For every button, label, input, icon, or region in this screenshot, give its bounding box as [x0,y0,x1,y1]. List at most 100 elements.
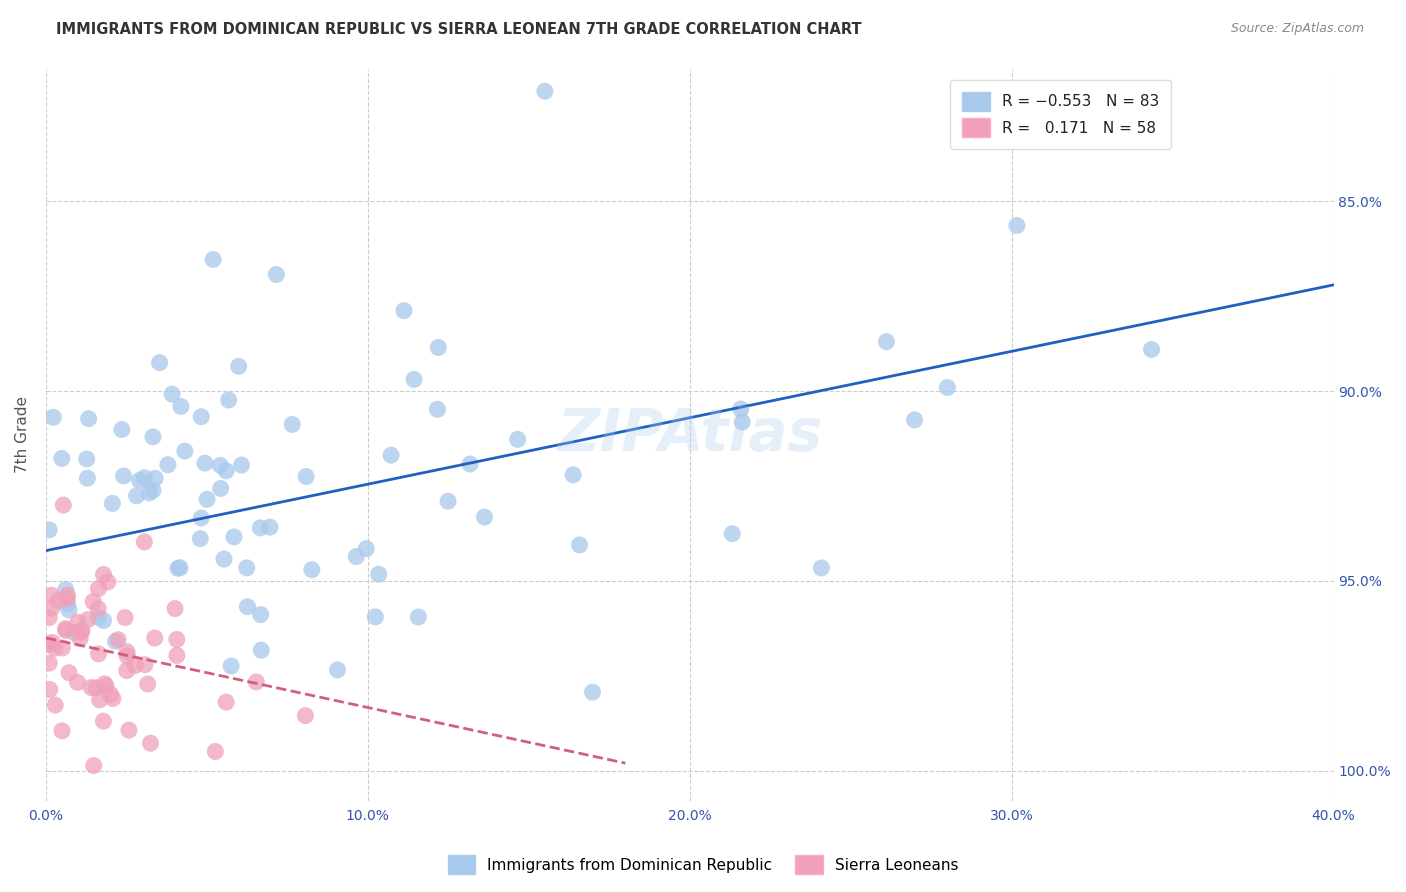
Point [41,635,63,649]
Point [170,400,193,414]
Point [408,610,430,624]
Point [356,541,378,556]
Point [56,588,79,602]
Point [134,657,156,672]
Point [174,444,197,458]
Point [402,372,425,386]
Point [51,640,73,655]
Point [38,610,60,624]
Point [124,658,146,673]
Point [188,532,211,546]
Point [87,610,110,624]
Point [134,535,156,549]
Point [58,603,80,617]
Point [115,645,138,659]
Point [89,693,111,707]
Point [1005,219,1028,233]
Point [70,624,93,638]
Point [209,458,232,473]
Point [245,674,267,689]
Point [266,268,288,282]
Point [165,601,187,615]
Point [44,641,66,656]
Point [42,410,65,425]
Point [294,708,316,723]
Point [51,723,73,738]
Point [107,632,129,647]
Point [77,411,100,425]
Point [142,483,165,498]
Point [38,523,60,537]
Point [125,489,148,503]
Point [87,601,110,615]
Point [80,681,103,695]
Point [139,736,162,750]
Point [76,613,98,627]
Point [51,451,73,466]
Text: Source: ZipAtlas.com: Source: ZipAtlas.com [1230,22,1364,36]
Point [160,387,183,401]
Point [41,588,63,602]
Point [114,610,136,624]
Point [93,567,115,582]
Point [236,599,259,614]
Point [143,471,166,485]
Point [212,552,235,566]
Point [128,474,150,488]
Point [143,631,166,645]
Point [70,625,93,640]
Point [250,643,273,657]
Point [231,458,253,472]
Point [437,494,460,508]
Point [58,665,80,680]
Point [228,359,250,374]
Point [76,471,98,485]
Point [149,356,172,370]
Legend: Immigrants from Dominican Republic, Sierra Leoneans: Immigrants from Dominican Republic, Sier… [441,849,965,880]
Point [66,675,89,690]
Point [87,647,110,661]
Point [111,422,134,436]
Text: IMMIGRANTS FROM DOMINICAN REPUBLIC VS SIERRA LEONEAN 7TH GRADE CORRELATION CHART: IMMIGRANTS FROM DOMINICAN REPUBLIC VS SI… [56,22,862,37]
Point [458,457,481,471]
Point [219,659,242,673]
Point [562,467,585,482]
Point [97,574,120,589]
Point [136,677,159,691]
Point [166,632,188,647]
Point [156,458,179,472]
Point [218,392,240,407]
Point [380,448,402,462]
Legend: R = −0.553   N = 83, R =   0.171   N = 58: R = −0.553 N = 83, R = 0.171 N = 58 [950,79,1171,149]
Point [104,634,127,648]
Point [295,469,318,483]
Point [41,601,63,615]
Point [96,679,118,693]
Point [326,663,349,677]
Point [427,341,450,355]
Point [87,582,110,596]
Point [69,632,91,646]
Point [63,625,86,640]
Point [142,430,165,444]
Point [86,681,108,695]
Point [249,521,271,535]
Point [222,530,245,544]
Point [730,402,752,417]
Point [56,597,79,611]
Point [209,482,232,496]
Point [344,549,367,564]
Point [169,560,191,574]
Point [115,664,138,678]
Point [367,567,389,582]
Point [194,456,217,470]
Point [281,417,304,432]
Point [392,303,415,318]
Point [101,691,124,706]
Point [100,688,122,702]
Point [936,380,959,394]
Point [55,582,77,597]
Point [46,594,69,608]
Point [364,610,387,624]
Point [903,413,925,427]
